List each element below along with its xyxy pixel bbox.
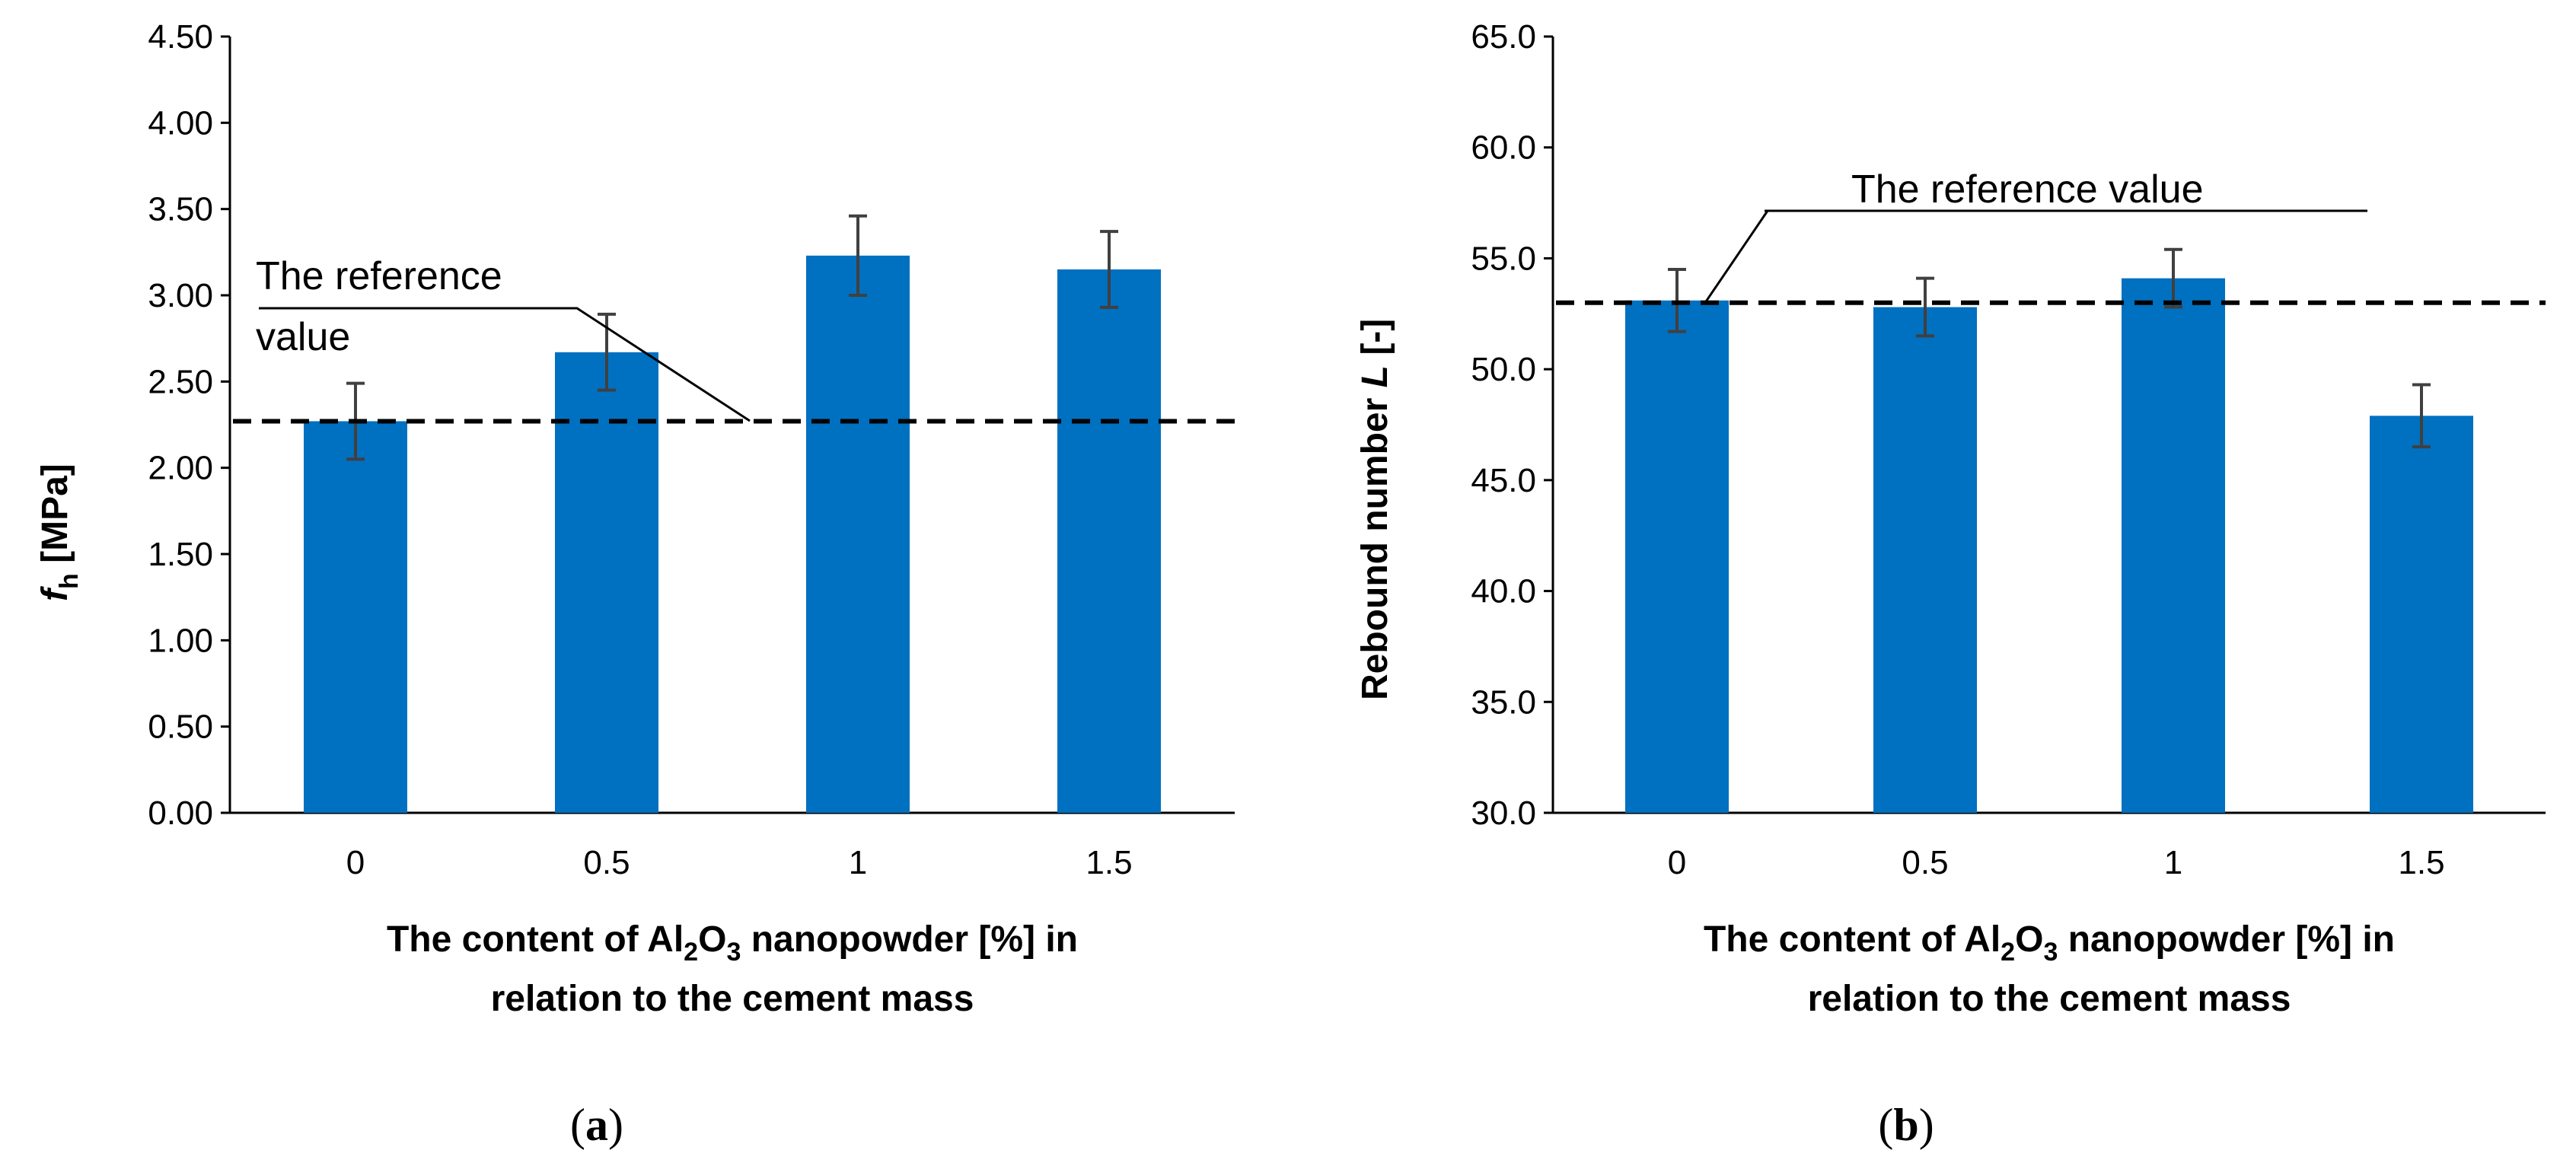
- chart-b-x-label-line1: The content of Al2O3 nanopowder [%] in: [1704, 919, 2395, 967]
- chart-a-bar: [555, 352, 658, 813]
- chart-a-annotation-leader: [259, 307, 751, 422]
- chart-b-x-tick-label: 0.5: [1902, 844, 1948, 881]
- chart-b-error-bars: [1668, 247, 2431, 449]
- chart-a: 0.000.501.001.502.002.503.003.504.004.50…: [35, 18, 1235, 1150]
- chart-b-x-ticks: 0 0.5 1 1.5: [1668, 844, 2445, 881]
- chart-b-y-ticks: 30.0 35.0 40.0 45.0 50.0 55.0 60.0 65.0: [1471, 18, 1553, 832]
- chart-b-y-tick-label: 30.0: [1471, 795, 1536, 832]
- chart-b-y-tick-label: 40.0: [1471, 573, 1536, 610]
- chart-a-y-tick-label: 3.00: [148, 277, 213, 314]
- chart-b-bars: [1625, 278, 2473, 814]
- chart-b-bar: [1625, 300, 1729, 813]
- chart-a-x-tick-label: 0.5: [583, 844, 630, 881]
- chart-a-y-tick-label: 0.00: [148, 795, 213, 832]
- chart-a-bar: [806, 255, 910, 813]
- chart-a-x-tick-label: 0: [346, 844, 365, 881]
- chart-a-panel-label: (a): [570, 1100, 623, 1150]
- chart-b-x-tick-label: 0: [1668, 844, 1686, 881]
- chart-b-panel-label: (b): [1878, 1100, 1934, 1150]
- chart-a-y-tick-label: 3.50: [148, 191, 213, 228]
- chart-b-annotation: The reference value: [1851, 167, 2204, 212]
- chart-a-y-ticks: 0.00 0.50 1.00 1.50 2.00 2.50 3.00 3.50 4.00 4.50: [148, 18, 230, 832]
- chart-b-x-tick-label: 1: [2164, 844, 2182, 881]
- chart-b-x-label-line2: relation to the cement mass: [1808, 979, 2291, 1019]
- chart-a-bar: [1057, 269, 1161, 813]
- chart-b-annotation-leader-to-ref: [1704, 210, 1769, 304]
- chart-a-x-label-line2: relation to the cement mass: [491, 979, 974, 1019]
- chart-b-y-tick-label: 45.0: [1471, 462, 1536, 499]
- chart-b-y-tick-label: 65.0: [1471, 18, 1536, 56]
- chart-a-y-tick-label: 2.50: [148, 363, 213, 400]
- chart-a-y-tick-label: 4.00: [148, 104, 213, 142]
- chart-b-y-tick-label: 60.0: [1471, 129, 1536, 167]
- chart-a-x-ticks: 0 0.5 1 1.5: [346, 844, 1133, 881]
- chart-b-y-tick-label: 55.0: [1471, 240, 1536, 277]
- chart-a-y-tick-label: 4.50: [148, 18, 213, 56]
- chart-b: 30.0 35.0 40.0 45.0 50.0 55.0 60.0 65.0 0 0.5 1 1.…: [1355, 18, 2546, 1150]
- chart-a-annotation-line2: value: [256, 315, 350, 359]
- chart-b-bar: [2370, 416, 2473, 813]
- chart-b-x-tick-label: 1.5: [2398, 844, 2444, 881]
- chart-a-y-tick-label: 2.00: [148, 450, 213, 487]
- chart-a-x-label-line1: The content of Al2O3 nanopowder [%] in: [387, 919, 1078, 967]
- chart-b-y-tick-label: 35.0: [1471, 683, 1536, 721]
- chart-a-y-tick-label: 1.00: [148, 622, 213, 659]
- chart-b-y-tick-label: 50.0: [1471, 351, 1536, 388]
- chart-b-bar: [1873, 307, 1977, 813]
- chart-a-bars: [304, 255, 1161, 813]
- chart-a-y-tick-label: 0.50: [148, 709, 213, 746]
- chart-a-bar: [304, 421, 407, 813]
- chart-b-y-label: Rebound number L [-]: [1355, 319, 1395, 700]
- chart-a-y-label: fh [MPa]: [35, 463, 84, 601]
- chart-a-annotation-line1: The reference: [256, 254, 502, 298]
- chart-a-x-tick-label: 1.5: [1086, 844, 1132, 881]
- chart-b-bar: [2122, 278, 2225, 814]
- chart-a-y-tick-label: 1.50: [148, 536, 213, 573]
- chart-a-x-tick-label: 1: [849, 844, 867, 881]
